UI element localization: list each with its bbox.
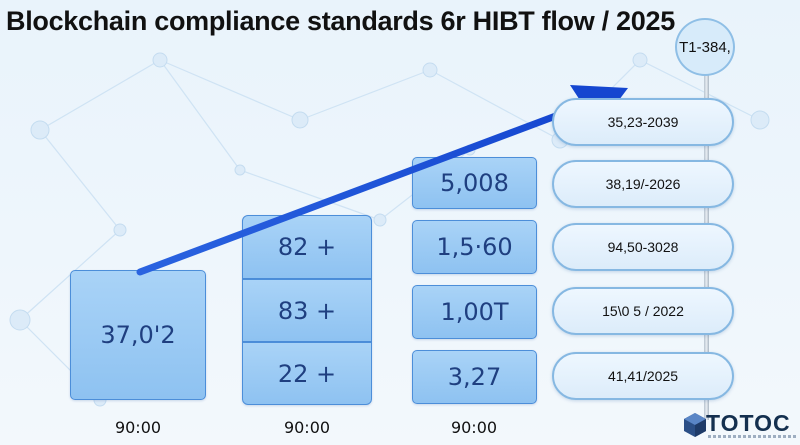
column-1-block: 37,0'2 [70, 270, 206, 400]
milestone-2: 38,19/-2026 [552, 160, 734, 208]
page-title: Blockchain compliance standards 6r HIBT … [6, 6, 675, 36]
column-1-label: 90:00 [114, 418, 162, 437]
logo-tagline [708, 435, 796, 438]
milestone-1: 35,23-2039 [552, 98, 734, 146]
column-3-block-3: 1,00T [412, 285, 537, 339]
column-2-label: 90:00 [283, 418, 331, 437]
milestone-4: 15\0 5 / 2022 [552, 287, 734, 335]
column-2-block-1: 82 + [242, 215, 372, 279]
column-3-block-4: 3,27 [412, 350, 537, 404]
brand-logo: TOTOC [683, 410, 798, 443]
milestone-5: 41,41/2025 [552, 352, 734, 400]
milestone-3: 94,50-3028 [552, 223, 734, 271]
column-2-block-2: 83 + [242, 279, 372, 342]
column-2-block-3: 22 + [242, 342, 372, 405]
column-3-block-1: 5,008 [412, 157, 537, 209]
logo-text: TOTOC [706, 410, 791, 436]
column-3-label: 90:00 [450, 418, 498, 437]
cube-logo-icon [684, 413, 706, 437]
column-3-block-2: 1,5·60 [412, 220, 537, 274]
timeline-cap: T1-384, [675, 18, 735, 76]
